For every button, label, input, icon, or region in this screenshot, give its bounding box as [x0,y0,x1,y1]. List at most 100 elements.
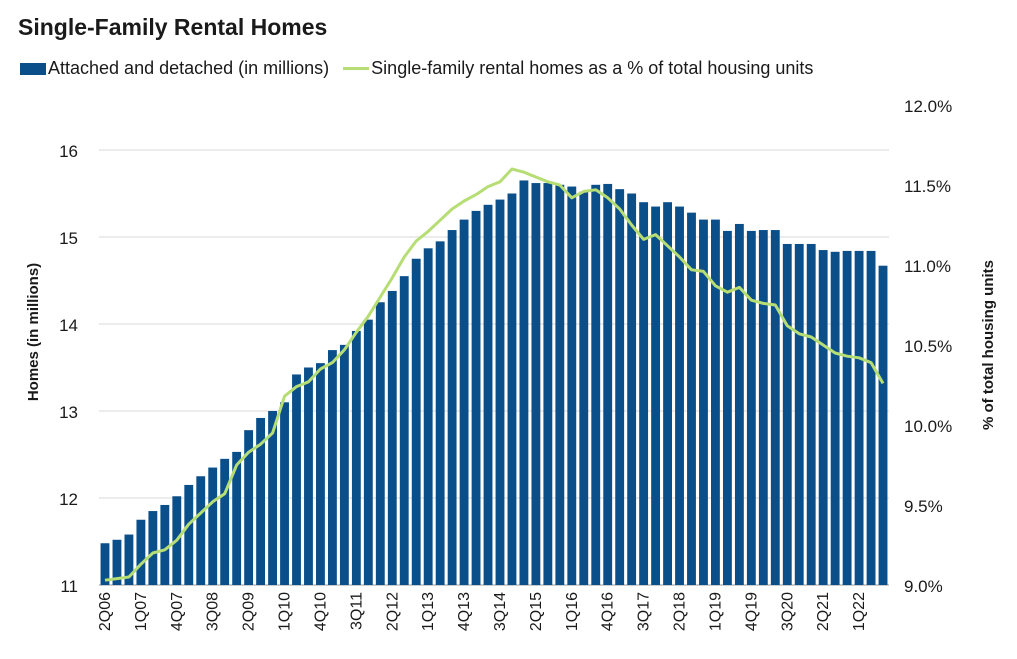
bar [627,193,637,585]
x-tick-label: 3Q08 [205,592,222,631]
bar [794,243,804,585]
bar [543,183,553,585]
bar [866,250,876,586]
x-tick-label: 4Q19 [743,592,760,631]
bar [878,265,888,585]
bar [327,350,337,585]
legend-swatch-line [343,67,370,70]
legend: Attached and detached (in millions) Sing… [20,58,827,79]
bar [471,210,481,585]
bar [495,199,505,585]
y-right-tick-label: 10.5% [904,337,952,356]
bar [842,250,852,586]
bar [483,204,493,585]
x-tick-label: 2Q06 [97,592,114,631]
bar [363,319,373,585]
bar [196,476,206,585]
x-tick-label: 1Q22 [851,592,868,631]
x-tick-label: 1Q10 [277,592,294,631]
bar [244,430,254,585]
bar [818,250,828,586]
x-tick-label: 3Q17 [636,592,653,631]
bar [268,411,277,585]
bar [316,363,325,585]
bar [746,230,756,585]
x-tick-label: 4Q07 [169,592,186,631]
bar [232,451,242,585]
bar [220,458,230,585]
bar [758,230,768,586]
bar [208,467,218,585]
bar [447,230,457,586]
x-tick-label: 3Q14 [492,592,509,631]
bar [148,511,158,585]
bar [830,251,840,586]
y-left-axis-title: Homes (in millions) [25,263,42,401]
x-tick-label: 2Q21 [815,592,832,631]
y-left-tick-label: 15 [59,229,78,248]
bar [603,183,613,585]
x-tick-label: 1Q19 [707,592,724,631]
bar [256,417,266,585]
y-left-tick-label: 14 [59,316,78,335]
bar [663,202,672,585]
bar [591,184,601,586]
bar [459,219,469,585]
x-tick-label: 3Q11 [348,592,365,630]
legend-label-bars: Attached and detached (in millions) [48,58,330,78]
legend-swatch-bars [20,62,46,75]
bar [722,230,732,585]
bar [136,519,146,585]
y-left-tick-label: 16 [59,142,78,161]
bar [687,212,696,585]
legend-label-line: Single-family rental homes as a % of tot… [371,58,814,78]
bar [160,504,170,585]
bar [184,484,194,585]
x-tick-label: 4Q13 [456,592,473,631]
y-right-tick-label: 12.0% [904,97,952,116]
bar [280,402,289,585]
x-tick-label: 4Q10 [312,592,329,631]
pct-line [104,167,885,582]
bar [854,250,864,586]
bar [519,180,529,585]
bar [782,243,792,585]
x-tick-label: 2Q15 [528,592,545,631]
x-tick-label: 4Q16 [600,592,617,631]
y-left-tick-label: 11 [60,577,78,596]
bar [507,193,517,585]
x-tick-label: 2Q12 [384,592,401,631]
x-tick-label: 1Q07 [133,592,150,631]
y-left-tick-label: 13 [59,403,78,422]
bar [675,206,684,586]
bar [734,223,744,585]
x-tick-label: 2Q09 [241,592,258,631]
bar [100,543,110,585]
bar [423,248,433,585]
chart-title: Single-Family Rental Homes [18,14,328,40]
bar [555,184,565,586]
x-tick-label: 3Q20 [779,592,796,631]
bar [699,219,708,585]
bar [399,276,409,585]
bar [124,534,134,585]
bar [387,290,397,585]
y-right-tick-label: 10.0% [904,417,952,436]
bar [292,374,301,585]
bar [615,189,625,585]
bar [579,191,589,585]
legend-item-bars: Attached and detached (in millions) [20,58,329,79]
y-right-tick-label: 11.0% [904,257,951,276]
bar [711,219,720,585]
legend-item-line: Single-family rental homes as a % of tot… [343,58,813,79]
y-right-axis-title: % of total housing units [980,260,997,430]
bar [435,241,445,585]
bar [806,243,816,585]
x-tick-label: 1Q16 [564,592,581,631]
bar [304,367,313,585]
bar [639,202,649,585]
bar [531,183,541,585]
bar [339,344,349,585]
